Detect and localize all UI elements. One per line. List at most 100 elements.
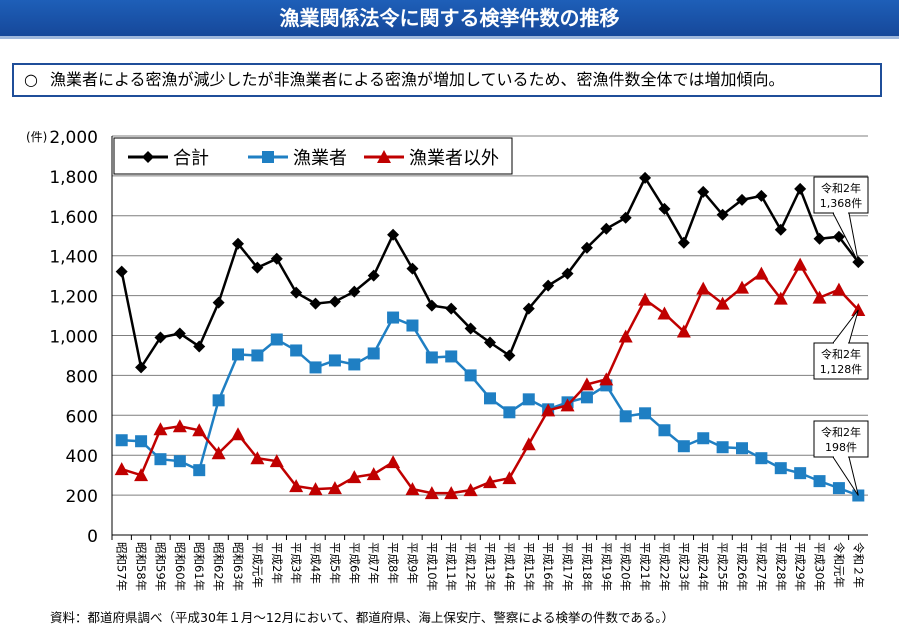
- x-tick-label: 昭和63年: [231, 542, 245, 591]
- y-tick-label: 2,000: [49, 128, 98, 148]
- x-tick-label: 平成2年: [270, 542, 284, 584]
- data-point: [560, 398, 575, 412]
- data-point: [716, 441, 729, 454]
- data-point: [211, 446, 226, 460]
- x-tick-label: 平成28年: [774, 542, 788, 591]
- callout-pointer: [831, 309, 859, 344]
- data-point: [347, 470, 362, 484]
- series-line-3: [121, 262, 860, 495]
- data-point: [114, 462, 129, 476]
- y-tick-label: 0: [87, 527, 98, 547]
- data-point: [328, 295, 341, 308]
- x-tick-label: 昭和59年: [153, 542, 167, 591]
- data-point: [484, 392, 496, 405]
- data-point: [270, 333, 283, 346]
- x-tick-label: 平成27年: [754, 542, 768, 591]
- x-tick-label: 平成30年: [813, 542, 827, 591]
- data-point: [639, 171, 652, 184]
- data-point: [251, 349, 264, 362]
- x-tick-label: 令和２年: [851, 542, 865, 588]
- data-point: [289, 479, 304, 493]
- x-tick-label: 昭和60年: [173, 542, 187, 591]
- x-tick-label: 平成10年: [425, 542, 439, 591]
- data-point: [715, 296, 730, 310]
- callout-label: 令和2年: [821, 347, 861, 361]
- legend-box: [113, 137, 513, 175]
- title-bar: [0, 0, 899, 36]
- data-point: [445, 302, 458, 315]
- data-point: [135, 435, 148, 448]
- x-tick-label: 平成16年: [541, 542, 555, 591]
- data-point: [309, 361, 322, 374]
- data-point: [521, 437, 536, 451]
- data-point: [173, 327, 186, 340]
- data-point: [269, 454, 284, 468]
- x-tick-label: 平成5年: [328, 542, 342, 584]
- data-point: [425, 299, 438, 312]
- data-point: [445, 350, 458, 363]
- y-tick-label: 1,400: [49, 248, 98, 268]
- x-tick-label: 平成19年: [599, 542, 613, 591]
- data-point: [231, 427, 245, 441]
- x-tick-label: 平成21年: [638, 542, 652, 591]
- data-point: [464, 322, 477, 335]
- data-point: [153, 422, 168, 436]
- data-point: [406, 319, 419, 332]
- x-tick-label: 平成26年: [735, 542, 749, 591]
- callout-label: 令和2年: [821, 181, 861, 195]
- data-point: [658, 202, 671, 215]
- data-point: [172, 419, 187, 433]
- x-tick-label: 平成23年: [677, 542, 691, 591]
- data-point: [483, 475, 497, 489]
- data-point: [387, 311, 400, 324]
- data-point: [755, 189, 768, 202]
- data-point: [657, 306, 672, 320]
- x-tick-label: 平成14年: [502, 542, 516, 591]
- data-point: [561, 267, 574, 280]
- x-tick-label: 平成元年: [250, 542, 264, 588]
- x-tick-label: 平成20年: [619, 542, 633, 591]
- x-tick-label: 平成13年: [483, 542, 497, 591]
- x-tick-label: 平成29年: [793, 542, 807, 591]
- data-point: [309, 297, 322, 310]
- legend-label: 合計: [173, 148, 209, 169]
- data-point: [406, 262, 419, 275]
- data-point: [677, 236, 690, 249]
- data-point: [135, 361, 148, 374]
- data-point: [677, 440, 690, 453]
- data-point: [580, 241, 593, 254]
- data-point: [618, 329, 633, 343]
- data-point: [154, 453, 167, 466]
- data-point: [290, 286, 303, 299]
- data-point: [444, 486, 459, 500]
- data-point: [716, 208, 729, 221]
- data-point: [327, 481, 342, 495]
- data-point: [736, 193, 748, 206]
- data-point: [348, 358, 361, 371]
- title-underline: [0, 36, 899, 39]
- data-point: [290, 344, 303, 357]
- legend-label: 漁業者: [293, 148, 347, 169]
- data-point: [502, 471, 517, 485]
- data-point: [851, 302, 866, 316]
- data-point: [812, 290, 827, 304]
- x-tick-label: 平成11年: [444, 542, 458, 591]
- x-tick-label: 昭和58年: [134, 542, 148, 591]
- data-point: [366, 467, 381, 481]
- x-tick-label: 平成9年: [405, 542, 419, 584]
- y-tick-label: 1,600: [49, 208, 98, 228]
- legend-label: 漁業者以外: [409, 148, 499, 169]
- data-point: [386, 455, 401, 469]
- data-point: [367, 347, 380, 360]
- x-tick-label: 昭和62年: [212, 542, 226, 591]
- data-point: [697, 185, 710, 198]
- data-point: [503, 406, 516, 419]
- data-point: [774, 223, 787, 236]
- data-point: [755, 452, 768, 465]
- data-point: [600, 222, 613, 235]
- callout-value: 1,128件: [820, 363, 863, 376]
- callout-value: 1,368件: [820, 197, 863, 210]
- legend-marker: [262, 151, 274, 163]
- data-point: [639, 407, 652, 420]
